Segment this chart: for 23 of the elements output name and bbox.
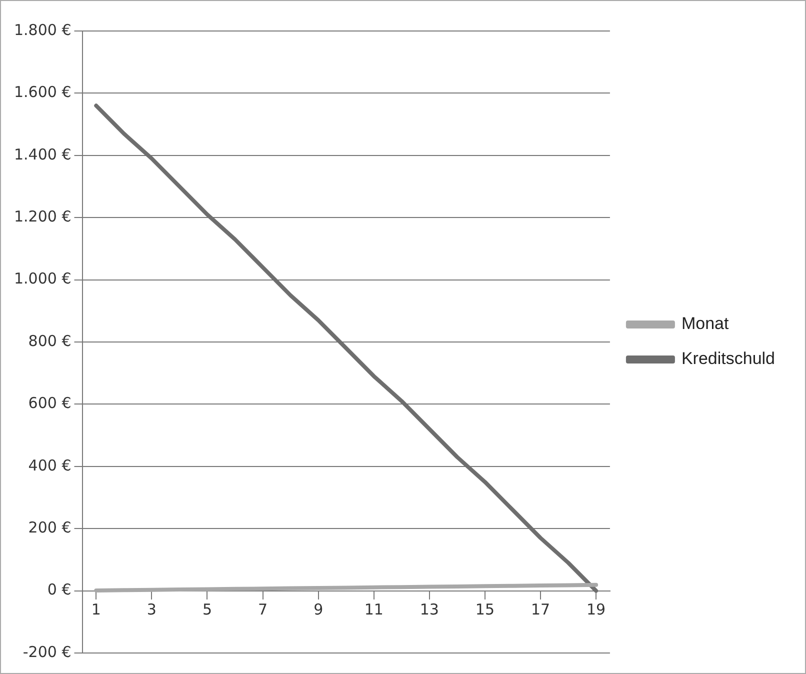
- y-tick-label: 1.600 €: [14, 83, 72, 102]
- x-tick-label: 17: [530, 600, 550, 619]
- legend-label: Kreditschuld: [681, 349, 776, 368]
- x-tick-label: 15: [475, 600, 495, 619]
- x-tick-label: 13: [420, 600, 439, 619]
- x-tick-label: 11: [364, 600, 384, 619]
- x-tick-label: 19: [586, 600, 606, 619]
- y-tick-label: 600 €: [28, 394, 72, 412]
- x-tick-label: 7: [258, 600, 268, 619]
- y-tick-label: -200 €: [22, 642, 72, 661]
- y-tick-label: 800 €: [28, 332, 72, 350]
- y-tick-label: 1.400 €: [14, 145, 72, 164]
- x-tick-label: 3: [146, 600, 156, 619]
- y-tick-label: 400 €: [28, 456, 72, 474]
- legend-label: Monat: [681, 314, 729, 334]
- x-tick-label: 9: [314, 600, 324, 619]
- y-tick-label: 1.200 €: [14, 207, 72, 226]
- y-tick-label: 1.000 €: [14, 270, 72, 288]
- y-tick-label: 0 €: [47, 580, 72, 599]
- x-tick-label: 5: [202, 600, 212, 619]
- y-tick-label: 200 €: [28, 518, 72, 536]
- x-tick-label: 1: [91, 600, 101, 619]
- y-tick-label: 1.800 €: [14, 20, 72, 39]
